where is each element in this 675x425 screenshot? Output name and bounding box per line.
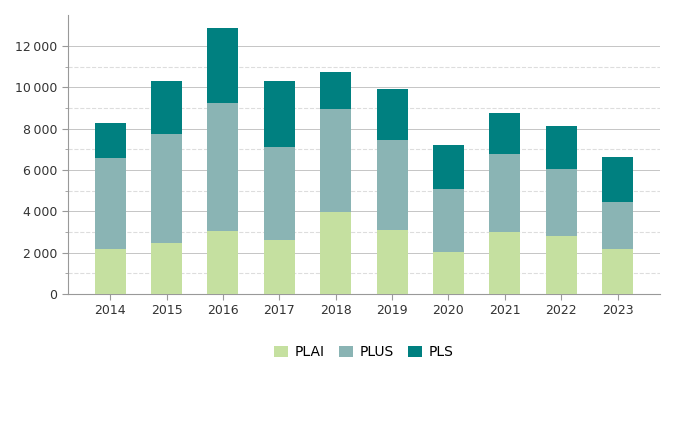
Bar bbox=[264, 147, 295, 240]
Bar bbox=[433, 145, 464, 189]
Bar bbox=[320, 109, 351, 212]
Bar bbox=[207, 103, 238, 231]
Bar bbox=[489, 154, 520, 232]
Bar bbox=[95, 123, 126, 158]
Bar bbox=[545, 125, 576, 169]
Bar bbox=[545, 169, 576, 236]
Bar bbox=[545, 236, 576, 294]
Bar bbox=[95, 249, 126, 294]
Bar bbox=[602, 202, 633, 249]
Bar bbox=[377, 230, 408, 294]
Bar bbox=[207, 28, 238, 103]
Bar bbox=[602, 156, 633, 202]
Bar bbox=[264, 81, 295, 147]
Bar bbox=[151, 134, 182, 243]
Bar bbox=[320, 72, 351, 109]
Bar bbox=[264, 240, 295, 294]
Bar bbox=[95, 158, 126, 249]
Bar bbox=[377, 89, 408, 140]
Bar bbox=[602, 249, 633, 294]
Bar bbox=[207, 231, 238, 294]
Bar bbox=[489, 113, 520, 154]
Bar bbox=[151, 81, 182, 134]
Bar bbox=[489, 232, 520, 294]
Bar bbox=[320, 212, 351, 294]
Legend: PLAI, PLUS, PLS: PLAI, PLUS, PLS bbox=[269, 340, 459, 365]
Bar bbox=[377, 140, 408, 230]
Bar bbox=[151, 243, 182, 294]
Bar bbox=[433, 189, 464, 252]
Bar bbox=[433, 252, 464, 294]
